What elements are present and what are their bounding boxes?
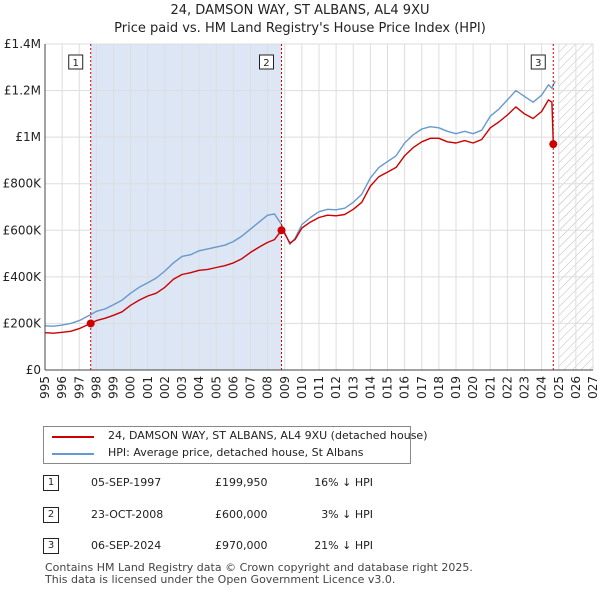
x-tick-label: 2012	[329, 376, 343, 400]
footer-licence: This data is licensed under the Open Gov…	[45, 573, 396, 586]
transaction-hpi-diff: 16% ↓ HPI	[314, 476, 373, 489]
x-tick-label: 2004	[192, 376, 206, 400]
x-tick-label: 1998	[89, 376, 103, 400]
x-tick-label: 2024	[535, 376, 549, 400]
y-tick-label: £200K	[3, 316, 43, 330]
sale-label-box-1	[68, 54, 84, 70]
y-tick-label: £1.2M	[4, 84, 41, 98]
x-tick-label: 2008	[261, 376, 275, 400]
x-tick-label: 2000	[124, 376, 138, 400]
y-tick-label: £1M	[15, 130, 41, 144]
y-tick-label: £400K	[3, 270, 43, 284]
chart-title-subtitle: Price paid vs. HM Land Registry's House …	[114, 21, 486, 36]
sale-label-box-3	[530, 54, 546, 70]
x-tick-label: 1997	[72, 376, 86, 400]
x-tick-label: 2019	[449, 376, 463, 400]
footer-copyright: Contains HM Land Registry data © Crown c…	[45, 561, 473, 574]
x-tick-label: 2003	[175, 376, 189, 400]
transaction-price: £970,000	[215, 539, 268, 552]
x-tick-label: 2002	[158, 376, 172, 400]
y-tick-label: £600K	[3, 223, 43, 237]
sale-point-3	[549, 140, 558, 149]
sale-label-box-2	[258, 54, 274, 70]
transaction-price: £199,950	[215, 476, 268, 489]
y-tick-label: £1.4M	[4, 37, 41, 51]
transaction-date: 23-OCT-2008	[91, 508, 164, 521]
x-tick-label: 2006	[226, 376, 240, 400]
chart-legend: 24, DAMSON WAY, ST ALBANS, AL4 9XU (deta…	[43, 426, 428, 464]
x-tick-label: 2027	[586, 376, 600, 400]
x-tick-label: 2015	[381, 376, 395, 400]
x-tick-label: 1996	[55, 376, 69, 400]
legend-swatch-hpi	[52, 453, 94, 455]
x-tick-label: 2025	[552, 376, 566, 400]
x-tick-label: 2023	[518, 376, 532, 400]
transaction-number: 3	[43, 538, 59, 554]
price-chart: 1 2 3 £0 £200K £400K £600K £800K £1M £1.2M £1.4M 1…	[3, 37, 600, 400]
transaction-hpi-diff: 21% ↓ HPI	[314, 539, 373, 552]
x-tick-label: 2026	[569, 376, 583, 400]
sale-label-3: 3	[535, 58, 541, 69]
x-tick-label: 2009	[278, 376, 292, 400]
x-tick-label: 2018	[432, 376, 446, 400]
x-tick-label: 2013	[346, 376, 360, 400]
transaction-date: 05-SEP-1997	[91, 476, 162, 489]
sale-point-1	[86, 319, 95, 328]
x-tick-label: 2010	[295, 376, 309, 400]
x-tick-label: 2016	[398, 376, 412, 400]
transaction-hpi-diff: 3% ↓ HPI	[321, 508, 373, 521]
y-tick-label: £800K	[3, 177, 43, 191]
x-tick-label: 2021	[483, 376, 497, 400]
legend-label-hpi: HPI: Average price, detached house, St A…	[108, 446, 364, 459]
x-tick-label: 2014	[363, 376, 377, 400]
x-tick-label: 2007	[244, 376, 258, 400]
chart-title-address: 24, DAMSON WAY, ST ALBANS, AL4 9XU	[170, 3, 430, 18]
ownership-shaded-region	[90, 44, 282, 370]
x-tick-label: 2001	[141, 376, 155, 400]
transaction-number: 2	[43, 507, 59, 523]
y-tick-label: £0	[26, 363, 41, 377]
transaction-number: 1	[43, 475, 59, 491]
sale-label-1: 1	[73, 58, 79, 69]
sale-point-2	[277, 226, 286, 235]
x-tick-label: 2020	[466, 376, 480, 400]
x-tick-label: 1999	[107, 376, 121, 400]
x-tick-label: 2022	[500, 376, 514, 400]
transaction-date: 06-SEP-2024	[91, 539, 162, 552]
x-tick-label: 2005	[209, 376, 223, 400]
property-price-line	[44, 99, 554, 334]
x-tick-label: 1995	[38, 376, 52, 400]
transaction-price: £600,000	[215, 508, 268, 521]
legend-label-property: 24, DAMSON WAY, ST ALBANS, AL4 9XU (deta…	[108, 429, 428, 442]
sale-label-2: 2	[263, 58, 269, 69]
x-tick-label: 2011	[312, 376, 326, 400]
x-tick-label: 2017	[415, 376, 429, 400]
legend-swatch-property	[52, 436, 94, 438]
hpi-line	[44, 80, 556, 327]
